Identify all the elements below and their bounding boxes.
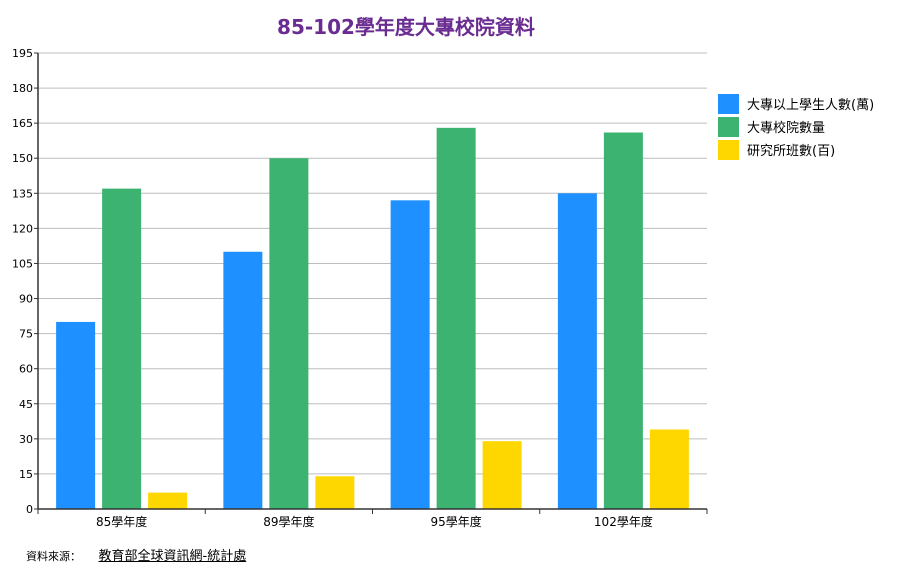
- x-tick-label: 89學年度: [263, 514, 314, 529]
- bar: 大專以上學生人數(萬) 95學年度: 132: [390, 200, 430, 510]
- y-tick-label: 150: [12, 152, 33, 165]
- bar: 研究所班數(百) 102學年度: 34: [649, 429, 689, 509]
- x-tick-label: 102學年度: [594, 514, 653, 529]
- source-label: 資料來源：: [26, 550, 81, 563]
- bar: 大專以上學生人數(萬) 85學年度: 80: [56, 321, 96, 509]
- bars: 大專以上學生人數(萬) 85學年度: 80大專校院數量 85學年度: 137 研究…: [56, 127, 689, 510]
- y-tick-label: 15: [19, 468, 33, 481]
- x-axis-ticks: 85學年度 89學年度 95學年度 102學年度: [37, 509, 708, 529]
- legend-label: 大專校院數量: [747, 120, 825, 136]
- y-tick-label: 45: [19, 398, 33, 411]
- source-link[interactable]: 教育部全球資訊網-統計處: [98, 549, 247, 564]
- y-tick-label: 180: [12, 82, 33, 95]
- bar: 研究所班數(百) 95學年度: 29: [482, 441, 522, 509]
- y-tick-label: 60: [19, 363, 33, 376]
- y-tick-label: 195: [12, 47, 33, 60]
- bar: 研究所班數(百) 85學年度: 7: [148, 492, 188, 509]
- y-tick-label: 120: [12, 222, 33, 235]
- legend-swatch: [718, 94, 739, 114]
- source-note: 資料來源： 教育部全球資訊網-統計處: [26, 545, 246, 564]
- x-tick-label: 95學年度: [430, 514, 481, 529]
- y-tick-label: 90: [19, 293, 33, 306]
- chart-title: 85-102學年度大專校院資料: [277, 15, 535, 39]
- legend-swatch: [718, 140, 739, 160]
- y-tick-label: 30: [19, 433, 33, 446]
- y-tick-label: 165: [12, 117, 33, 130]
- y-axis-ticks: 0 15 30 45 60 75 90 105 120 135 150 165 180 195: [12, 47, 38, 516]
- y-tick-label: 0: [26, 503, 33, 516]
- y-tick-label: 105: [12, 257, 33, 270]
- legend-swatch: [718, 117, 739, 137]
- legend-label: 大專以上學生人數(萬): [747, 98, 874, 113]
- bar: 大專校院數量 102學年度: 161: [603, 132, 643, 509]
- y-tick-label: 135: [12, 187, 33, 200]
- bar: 研究所班數(百) 89學年度: 14: [315, 476, 355, 509]
- bar: 大專校院數量 89學年度: 150: [269, 158, 309, 509]
- legend-label: 研究所班數(百): [747, 144, 835, 159]
- bar: 大專以上學生人數(萬) 89學年度: 110: [223, 251, 263, 509]
- gridlines: [38, 52, 707, 475]
- x-tick-label: 85學年度: [96, 514, 147, 529]
- bar: 大專校院數量 85學年度: 137: [102, 188, 142, 509]
- y-tick-label: 75: [19, 328, 33, 341]
- bar: 大專以上學生人數(萬) 102學年度: 135: [557, 193, 597, 510]
- bar: 大專校院數量 95學年度: 163: [436, 127, 476, 509]
